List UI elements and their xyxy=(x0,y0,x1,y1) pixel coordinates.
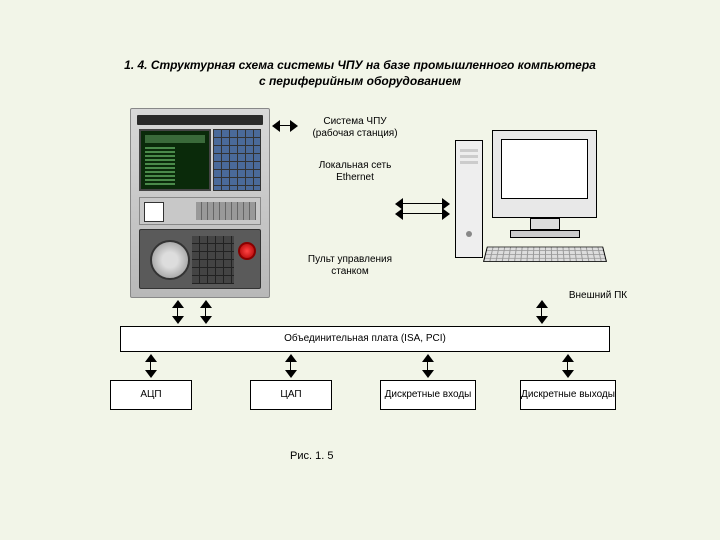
label-control-panel: Пульт управлениястанком xyxy=(290,254,410,278)
figure-caption: Рис. 1. 5 xyxy=(290,450,333,462)
cnc-topbar xyxy=(137,115,263,125)
cnc-jog-wheel xyxy=(150,240,190,280)
box-discrete-out: Дискретные выходы xyxy=(520,380,616,410)
pc-monitor-stand xyxy=(530,218,560,230)
cnc-button-grid xyxy=(192,236,234,284)
title-line-2: с периферийным оборудованием xyxy=(259,74,461,88)
arrow-bp-din xyxy=(422,354,434,378)
arrow-bp-dout xyxy=(562,354,574,378)
cnc-estop xyxy=(238,242,256,260)
arrow-cnc-to-label xyxy=(272,120,298,132)
arrow-cnc-down-1 xyxy=(172,300,184,324)
diagram-title: 1. 4. Структурная схема системы ЧПУ на б… xyxy=(0,58,720,89)
box-adc: АЦП xyxy=(110,380,192,410)
box-dac: ЦАП xyxy=(250,380,332,410)
arrow-bp-adc xyxy=(145,354,157,378)
box-backplane: Объединительная плата (ISA, PCI) xyxy=(120,326,610,352)
cnc-keypad xyxy=(213,129,261,191)
cnc-workstation-graphic xyxy=(130,108,270,298)
box-discrete-in: Дискретные входы xyxy=(380,380,476,410)
cnc-screen xyxy=(139,129,211,191)
cnc-lower-panel xyxy=(139,229,261,289)
label-external-pc: Внешний ПК xyxy=(558,290,638,302)
pc-keyboard xyxy=(483,247,607,262)
arrow-pc-down xyxy=(536,300,548,324)
pc-monitor xyxy=(492,130,597,218)
title-line-1: 1. 4. Структурная схема системы ЧПУ на б… xyxy=(124,58,596,72)
arrow-cnc-down-2 xyxy=(200,300,212,324)
arrow-bp-dac xyxy=(285,354,297,378)
label-cnc-system: Система ЧПУ(рабочая станция) xyxy=(300,116,410,140)
cnc-mid-panel xyxy=(139,197,261,225)
pc-tower xyxy=(455,140,483,258)
pc-monitor-base xyxy=(510,230,580,238)
label-ethernet: Локальная сетьEthernet xyxy=(300,160,410,184)
arrow-ethernet-2 xyxy=(395,208,450,220)
